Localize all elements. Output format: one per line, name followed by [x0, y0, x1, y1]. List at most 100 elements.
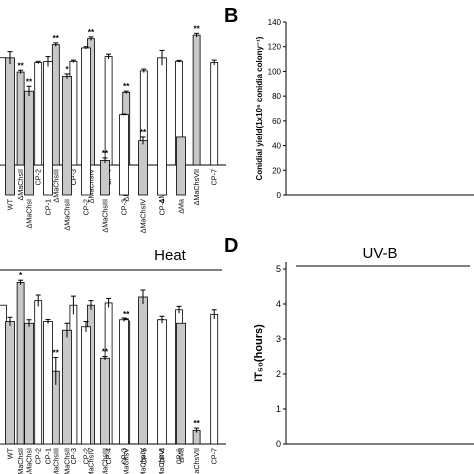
- bar: [34, 300, 43, 445]
- chart-panel-2: 0 20 40 60 80 100 120 140 Conidial yield(1x10⁶ c…: [5, 5, 474, 234]
- x-tick-label: ΔMaChsIII: [51, 448, 60, 474]
- significance-mark: **: [193, 24, 200, 33]
- bar: [5, 57, 15, 196]
- y-tick-label: 20: [272, 166, 281, 175]
- x-tick-label: WT: [6, 198, 15, 210]
- y-tick-label: 4: [276, 299, 281, 309]
- x-tick-label: CP-2: [34, 448, 43, 464]
- panel-label: B: [224, 5, 238, 27]
- panel-label: D: [224, 235, 238, 257]
- y-tick-label: 1: [276, 404, 281, 414]
- bar: [16, 71, 25, 166]
- x-tick-label: ΔMaChsII: [63, 448, 72, 474]
- x-tick-label: CP-5: [139, 448, 148, 464]
- y-tick-label: 120: [268, 43, 282, 52]
- chart-panel-3: Heat * ΔMaChsII CP-2 ** ΔMaChsIII CP-3 ΔMaChsIV…: [0, 247, 226, 474]
- bar: [119, 319, 129, 445]
- bar: [34, 62, 43, 166]
- bar: [210, 62, 219, 166]
- x-tick-label: CP-3: [120, 448, 129, 464]
- significance-mark: **: [123, 82, 130, 91]
- bar: [81, 47, 91, 196]
- bar: [100, 357, 110, 445]
- bar: [81, 326, 91, 445]
- bar: [5, 321, 15, 445]
- y-tick-label: 0: [277, 191, 282, 200]
- x-tick-label: CP-3: [69, 169, 78, 185]
- bar: [138, 296, 148, 445]
- bar: [176, 136, 186, 196]
- y-tick-label: 100: [268, 67, 282, 76]
- significance-mark: **: [88, 28, 95, 37]
- x-tick-label: ΔMaChsIII: [101, 448, 110, 474]
- bar: [138, 140, 148, 196]
- bar: [24, 90, 34, 196]
- bar: [43, 61, 53, 196]
- x-tick-label: ΔMaChsIII: [101, 199, 110, 233]
- x-tick-label: ΔMaChsVII: [192, 169, 201, 205]
- x-tick-label: CP-4: [158, 199, 167, 215]
- x-tick-label: WT: [6, 447, 15, 459]
- x-tick-label: ΔMa: [177, 448, 186, 463]
- x-tick-label: CP-6: [175, 448, 184, 464]
- significance-mark: **: [53, 349, 60, 358]
- significance-mark: **: [17, 61, 24, 70]
- bar: [157, 57, 167, 196]
- bar: [119, 114, 129, 196]
- x-tick-label: CP-1: [44, 448, 53, 464]
- x-tick-label: ΔMa: [177, 199, 186, 214]
- x-tick-label: ΔMaChsII: [63, 199, 72, 231]
- x-tick-label: CP-7: [210, 448, 219, 464]
- x-tick-label: CP-2: [82, 448, 91, 464]
- chart-title: Heat: [154, 247, 187, 264]
- bar: [192, 34, 201, 166]
- y-tick-label: 60: [272, 117, 281, 126]
- bar: [210, 313, 219, 445]
- bar: [24, 322, 34, 445]
- x-tick-label: ΔMaChsIV: [139, 448, 148, 474]
- x-tick-label: CP-4: [104, 448, 113, 464]
- x-tick-label: ΔMaChsII: [16, 448, 25, 474]
- bar: [62, 329, 72, 445]
- x-tick-label: ΔMaChsV: [122, 448, 131, 474]
- y-tick-label: 40: [272, 142, 281, 151]
- x-tick-label: ΔMaChsIV: [87, 169, 96, 204]
- significance-mark: **: [123, 310, 130, 319]
- y-tick-label: 3: [276, 334, 281, 344]
- x-tick-label: CP-2: [82, 199, 91, 215]
- x-tick-label: CP-3: [69, 448, 78, 464]
- x-tick-label: ΔMaChsII: [16, 169, 25, 201]
- x-tick-label: ΔMaChsI: [25, 199, 34, 229]
- bar: [16, 282, 25, 445]
- bar: [51, 44, 60, 166]
- significance-mark: *: [19, 271, 23, 280]
- significance-mark: **: [26, 77, 33, 86]
- bar: [62, 75, 72, 196]
- y-tick-label: 2: [276, 369, 281, 379]
- y-tick-label: 5: [276, 264, 281, 274]
- bar: [100, 159, 110, 196]
- x-tick-label: ΔMaChsIII: [51, 169, 60, 203]
- y-tick-label: 0: [276, 439, 281, 449]
- x-tick-label: ΔMaChsI: [25, 448, 34, 474]
- x-tick-label: ΔMaChsIV: [87, 448, 96, 474]
- significance-mark: **: [102, 348, 109, 357]
- x-tick-label: CP-2: [34, 169, 43, 185]
- y-axis-label: IT₅₀(hours): [253, 324, 265, 382]
- bar: [176, 322, 186, 445]
- x-tick-label: CP-4: [158, 448, 167, 464]
- chart-title: UV-B: [362, 245, 397, 262]
- x-tick-label: ΔMaChsIV: [139, 199, 148, 234]
- y-tick-label: 140: [268, 18, 282, 27]
- chart-panel-1: ** ΔMaChsII CP-2 ** ΔMaChsIII CP-3 ** ΔMaChsIV C…: [0, 24, 226, 205]
- x-tick-label: CP-1: [44, 199, 53, 215]
- x-tick-label: ΔMaChsVI: [157, 448, 166, 474]
- significance-mark: *: [65, 65, 69, 74]
- y-axis-label: Conidial yield(1x10⁶ conidia colony⁻¹): [255, 36, 264, 180]
- x-tick-label: CP-3: [120, 199, 129, 215]
- bar: [157, 319, 167, 445]
- significance-mark: **: [53, 34, 60, 43]
- significance-mark: **: [140, 128, 147, 137]
